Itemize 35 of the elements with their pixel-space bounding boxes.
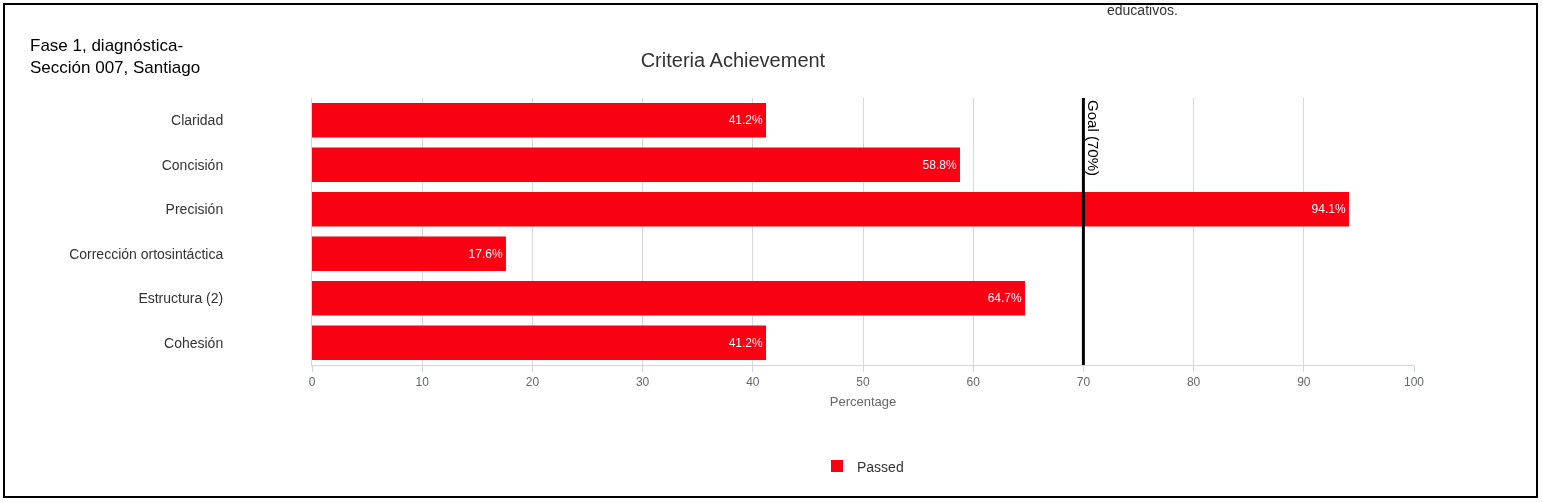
x-tick-label: 100 <box>1403 375 1425 390</box>
bar <box>312 280 1025 316</box>
y-tick-label: Estructura (2) <box>138 290 224 307</box>
y-tick-label: Corrección ortosintáctica <box>69 245 224 262</box>
text: educativos. <box>1107 2 1178 18</box>
x-tick-label: 60 <box>966 375 981 390</box>
x-tick-label: 0 <box>308 375 316 390</box>
data-label: 17.6% <box>468 246 503 261</box>
text: Fase 1, diagnóstica- Sección 007, Santiago <box>30 36 201 78</box>
y-tick-label: Concisión <box>161 156 224 173</box>
chart-title: Criteria Achievement <box>640 49 826 72</box>
data-label: 64.7% <box>987 291 1022 306</box>
x-tick-label: 90 <box>1297 375 1311 390</box>
data-label: 41.2% <box>728 113 764 128</box>
data-label: 41.2% <box>728 335 764 350</box>
bar <box>312 325 767 361</box>
y-tick-label: Precisión <box>165 201 224 218</box>
x-tick-label: 20 <box>525 375 540 390</box>
y-tick-label: Claridad <box>171 112 224 129</box>
bar <box>312 147 960 183</box>
x-tick-label: 50 <box>856 375 870 390</box>
bar <box>312 236 506 272</box>
x-tick-label: 10 <box>415 375 430 390</box>
bar <box>312 102 767 138</box>
data-label: 58.8% <box>922 157 957 172</box>
bar <box>312 191 1349 227</box>
x-axis-title: Percentage <box>829 394 897 409</box>
ref-line-label: Goal (70%) <box>1084 100 1102 176</box>
y-tick-label: Cohesión <box>164 334 224 351</box>
x-tick-label: 40 <box>746 375 760 390</box>
x-tick-label: 30 <box>635 375 650 390</box>
data-label: 94.1% <box>1311 202 1346 217</box>
legend-label: Passed <box>857 458 904 475</box>
x-tick-label: 80 <box>1186 375 1201 390</box>
x-tick-label: 70 <box>1076 375 1091 390</box>
